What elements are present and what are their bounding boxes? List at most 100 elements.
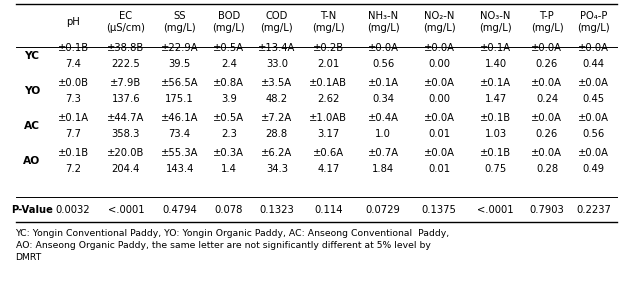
Text: 2.3: 2.3 (221, 129, 237, 139)
Text: ±0.0A: ±0.0A (531, 113, 562, 123)
Text: 222.5: 222.5 (112, 59, 140, 69)
Text: ±0.5A: ±0.5A (213, 43, 244, 53)
Text: 0.0729: 0.0729 (366, 205, 401, 215)
Text: ±0.0A: ±0.0A (578, 148, 609, 158)
Text: 0.1323: 0.1323 (259, 205, 294, 215)
Text: ±0.1AB: ±0.1AB (309, 78, 347, 88)
Text: 2.62: 2.62 (317, 94, 339, 104)
Text: 33.0: 33.0 (266, 59, 288, 69)
Text: 0.01: 0.01 (428, 164, 450, 174)
Text: ±0.0A: ±0.0A (578, 78, 609, 88)
Text: ±0.0A: ±0.0A (424, 113, 455, 123)
Text: ±13.4A: ±13.4A (258, 43, 296, 53)
Text: T-N
(mg/L): T-N (mg/L) (312, 11, 345, 33)
Text: NO₃-N
(mg/L): NO₃-N (mg/L) (479, 11, 512, 33)
Text: ±0.0A: ±0.0A (424, 148, 455, 158)
Text: YO: YO (24, 86, 40, 96)
Text: ±20.0B: ±20.0B (107, 148, 144, 158)
Text: P-Value: P-Value (11, 205, 53, 215)
Text: 358.3: 358.3 (112, 129, 140, 139)
Text: ±0.0A: ±0.0A (368, 43, 399, 53)
Text: ±55.3A: ±55.3A (161, 148, 198, 158)
Text: BOD
(mg/L): BOD (mg/L) (213, 11, 245, 33)
Text: ±0.2B: ±0.2B (312, 43, 343, 53)
Text: ±56.5A: ±56.5A (161, 78, 198, 88)
Text: 2.4: 2.4 (221, 59, 237, 69)
Text: 0.44: 0.44 (583, 59, 604, 69)
Text: T-P
(mg/L): T-P (mg/L) (531, 11, 563, 33)
Text: PO₄-P
(mg/L): PO₄-P (mg/L) (577, 11, 610, 33)
Text: AC: AC (24, 121, 40, 131)
Text: 0.00: 0.00 (428, 59, 450, 69)
Text: 0.34: 0.34 (372, 94, 394, 104)
Text: 28.8: 28.8 (266, 129, 288, 139)
Text: YC: YC (24, 51, 40, 61)
Text: ±22.9A: ±22.9A (161, 43, 198, 53)
Text: ±0.7A: ±0.7A (368, 148, 399, 158)
Text: 0.24: 0.24 (536, 94, 558, 104)
Text: ±0.1A: ±0.1A (58, 113, 89, 123)
Text: ±0.0A: ±0.0A (578, 113, 609, 123)
Text: ±1.0AB: ±1.0AB (309, 113, 347, 123)
Text: 7.7: 7.7 (65, 129, 81, 139)
Text: AO: AO (24, 156, 40, 166)
Text: YC: Yongin Conventional Paddy, YO: Yongin Organic Paddy, AC: Anseong Conventiona: YC: Yongin Conventional Paddy, YO: Yongi… (16, 228, 450, 237)
Text: 204.4: 204.4 (112, 164, 140, 174)
Text: 2.01: 2.01 (317, 59, 339, 69)
Text: ±0.1A: ±0.1A (480, 78, 511, 88)
Text: <.0001: <.0001 (108, 205, 144, 215)
Text: ±0.0A: ±0.0A (424, 43, 455, 53)
Text: 73.4: 73.4 (169, 129, 191, 139)
Text: COD
(mg/L): COD (mg/L) (260, 11, 293, 33)
Text: 0.45: 0.45 (583, 94, 604, 104)
Text: DMRT: DMRT (16, 252, 42, 261)
Text: 3.17: 3.17 (317, 129, 339, 139)
Text: ±0.4A: ±0.4A (368, 113, 399, 123)
Text: 0.49: 0.49 (583, 164, 604, 174)
Text: 3.9: 3.9 (221, 94, 237, 104)
Text: <.0001: <.0001 (477, 205, 514, 215)
Text: 1.0: 1.0 (375, 129, 391, 139)
Text: ±0.1B: ±0.1B (480, 148, 511, 158)
Text: 0.75: 0.75 (484, 164, 507, 174)
Text: ±0.8A: ±0.8A (213, 78, 244, 88)
Text: 0.7903: 0.7903 (529, 205, 564, 215)
Text: 1.4: 1.4 (221, 164, 237, 174)
Text: ±7.9B: ±7.9B (110, 78, 141, 88)
Text: ±0.0A: ±0.0A (531, 43, 562, 53)
Text: ±0.6A: ±0.6A (312, 148, 343, 158)
Text: 0.114: 0.114 (314, 205, 342, 215)
Text: 0.2237: 0.2237 (576, 205, 611, 215)
Text: NO₂-N
(mg/L): NO₂-N (mg/L) (423, 11, 456, 33)
Text: 39.5: 39.5 (169, 59, 191, 69)
Text: ±3.5A: ±3.5A (261, 78, 293, 88)
Text: ±0.0A: ±0.0A (531, 148, 562, 158)
Text: EC
(μS/cm): EC (μS/cm) (107, 11, 145, 33)
Text: 0.1375: 0.1375 (422, 205, 457, 215)
Text: 1.03: 1.03 (484, 129, 507, 139)
Text: ±0.5A: ±0.5A (213, 113, 244, 123)
Text: 1.84: 1.84 (372, 164, 394, 174)
Text: 137.6: 137.6 (112, 94, 140, 104)
Text: 0.4794: 0.4794 (162, 205, 197, 215)
Text: 0.0032: 0.0032 (56, 205, 91, 215)
Text: NH₃-N
(mg/L): NH₃-N (mg/L) (367, 11, 399, 33)
Text: AO: Anseong Organic Paddy, the same letter are not significantly different at 5%: AO: Anseong Organic Paddy, the same lett… (16, 241, 430, 250)
Text: pH: pH (66, 17, 80, 27)
Text: ±0.0A: ±0.0A (578, 43, 609, 53)
Text: 0.56: 0.56 (372, 59, 394, 69)
Text: 34.3: 34.3 (266, 164, 288, 174)
Text: SS
(mg/L): SS (mg/L) (164, 11, 196, 33)
Text: 1.40: 1.40 (484, 59, 507, 69)
Text: ±7.2A: ±7.2A (261, 113, 293, 123)
Text: ±44.7A: ±44.7A (107, 113, 144, 123)
Text: ±0.1A: ±0.1A (368, 78, 399, 88)
Text: 0.078: 0.078 (215, 205, 243, 215)
Text: 175.1: 175.1 (166, 94, 194, 104)
Text: ±0.0A: ±0.0A (531, 78, 562, 88)
Text: 7.3: 7.3 (65, 94, 81, 104)
Text: ±0.0B: ±0.0B (58, 78, 89, 88)
Text: 0.56: 0.56 (582, 129, 604, 139)
Text: 0.01: 0.01 (428, 129, 450, 139)
Text: 0.28: 0.28 (536, 164, 558, 174)
